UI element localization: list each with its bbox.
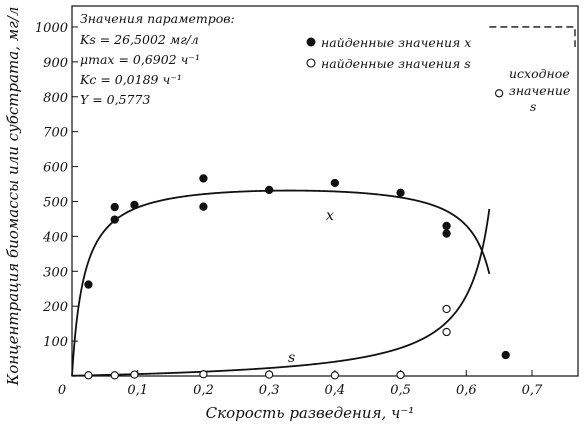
data-point-s (84, 371, 93, 380)
data-point-x (396, 188, 405, 197)
points-layer (84, 89, 510, 380)
y-tick-label: 200 (42, 300, 68, 315)
y-tick-label: 500 (43, 195, 68, 210)
y-tick-label: 900 (43, 56, 68, 71)
y-tick-label: 700 (43, 126, 68, 141)
data-point-s (330, 371, 340, 380)
data-point-x (110, 202, 119, 212)
plot-frame (71, 5, 579, 377)
data-point-x (199, 174, 208, 183)
data-point-s (494, 89, 504, 98)
curve-label-x: x (326, 208, 334, 224)
data-point-x (84, 280, 93, 289)
x-tick-label: 0 (58, 383, 66, 398)
data-point-x (442, 221, 451, 231)
data-point-x (199, 202, 208, 211)
data-point-s (442, 304, 451, 314)
data-point-x (442, 229, 451, 238)
legend-marker-x (306, 37, 316, 47)
data-point-x (110, 215, 119, 224)
data-point-s (130, 370, 139, 379)
x-tick-label: 0,5 (390, 383, 411, 398)
y-axis-title: Концентрация биомассы или субстрата, мг/… (4, 7, 22, 387)
data-point-s (199, 370, 208, 379)
legend-label-x: найденные значения x (321, 35, 471, 50)
x-tick-label: 0,1 (127, 383, 148, 398)
y-tick-label: 400 (42, 230, 68, 245)
data-point-s (442, 327, 451, 337)
data-point-x (264, 185, 274, 195)
data-point-s (110, 371, 119, 380)
y-tick-label: 800 (43, 91, 68, 106)
annotation-line-1: исходное (509, 66, 570, 81)
parameter-kc: Kc = 0,0189 ч⁻¹ (79, 72, 182, 87)
data-point-x (330, 178, 340, 188)
data-point-s (264, 370, 274, 379)
x-tick-label: 0,7 (522, 383, 543, 398)
curve-label-s: s (288, 350, 295, 366)
data-point-x (501, 350, 510, 360)
legend-marker-s (306, 58, 316, 68)
parameters-title: Значения параметров: (80, 11, 235, 26)
x-tick-label: 0,6 (456, 383, 477, 398)
curves-layer (71, 26, 576, 377)
annotation-line-3: s (530, 99, 536, 114)
x-axis-title: Скорость разведения, ч⁻¹ (206, 404, 415, 422)
legend-label-s: найденные значения s (321, 56, 471, 71)
data-point-s (396, 370, 405, 380)
x-tick-label: 0,4 (325, 383, 346, 398)
x-tick-label: 0,2 (193, 383, 214, 398)
y-tick-label: 600 (43, 161, 68, 176)
data-point-x (130, 200, 139, 210)
x-tick-label: 0,3 (259, 383, 280, 398)
y-tick-label: 100 (43, 335, 68, 350)
curve-s-substrate (71, 208, 491, 377)
parameter-mumax: μmax = 0,6902 ч⁻¹ (80, 52, 200, 67)
parameter-ks: Ks = 26,5002 мг/л (79, 32, 199, 47)
parameter-y: Y = 0,5773 (80, 92, 150, 107)
initial-s-dashed-line (489, 26, 576, 47)
y-tick-label: 300 (43, 265, 68, 280)
ticks-layer: 0 0,1 0,2 0,3 0,4 0,5 0,6 0,7 100 200 300 400 500 600… (35, 21, 543, 398)
curve-x-biomass (71, 189, 491, 377)
y-tick-label: 1000 (35, 21, 68, 36)
annotation-line-2: значение (509, 83, 570, 98)
